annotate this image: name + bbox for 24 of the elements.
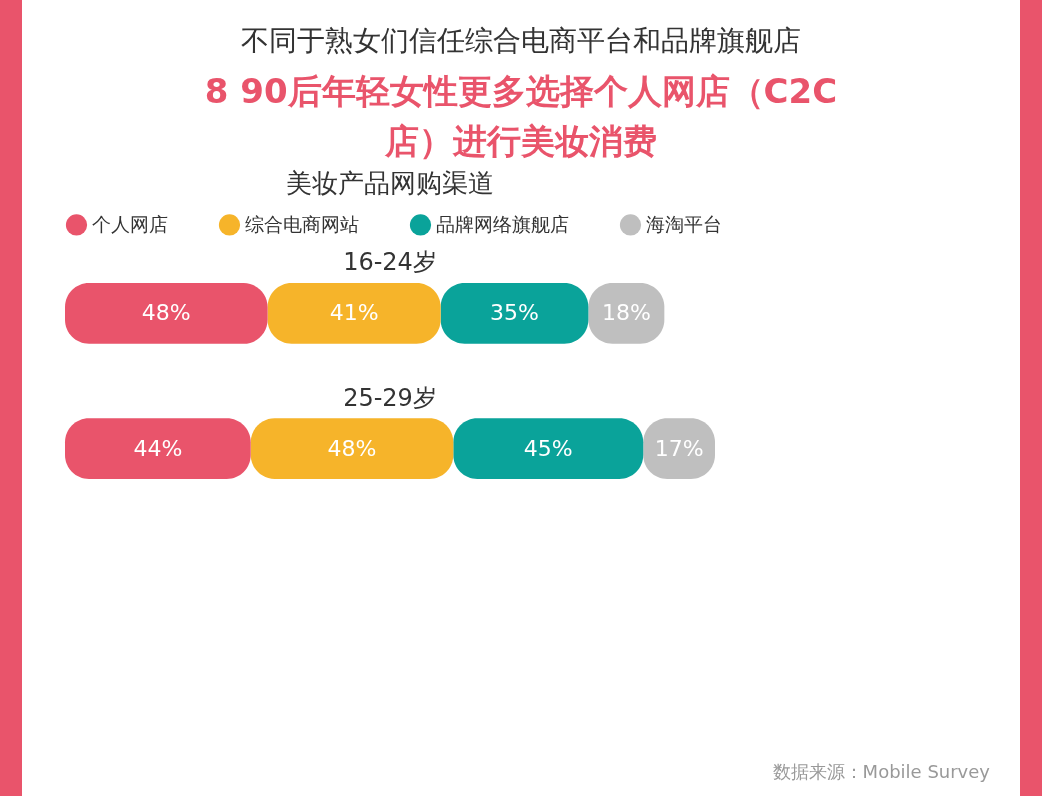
data-label: 44% — [133, 435, 183, 461]
data-label: 48% — [327, 435, 377, 461]
annotation: 美妆产品网购渠道 — [286, 168, 494, 198]
bar — [250, 418, 454, 479]
bar — [65, 283, 268, 344]
bar — [440, 283, 589, 344]
legend-label: 品牌网络旗舰店 — [436, 212, 569, 235]
data-label: 18% — [601, 300, 651, 326]
data-label: 17% — [654, 435, 704, 461]
y-tick-label: 25-29岁 — [343, 383, 437, 412]
data-label: 45% — [523, 435, 573, 461]
legend-label: 海淘平台 — [646, 212, 722, 235]
bar — [453, 418, 644, 479]
data-label: 35% — [490, 300, 539, 326]
data-label: 48% — [141, 300, 191, 326]
chart-subtitle: 8 90后年轻女性更多选择个人网店（C2C店）进行美妆消费 — [203, 70, 839, 163]
legend-label: 个人网店 — [92, 212, 168, 235]
legend-label: 综合电商网站 — [245, 212, 359, 235]
bar — [65, 418, 251, 479]
chart-title: 不同于熟女们信任综合电商平台和品牌旗舰店 — [240, 23, 802, 59]
source-note: 数据来源：Mobile Survey — [772, 760, 990, 784]
y-tick-label: 16-24岁 — [343, 248, 437, 277]
data-label: 41% — [329, 300, 379, 326]
bar — [267, 283, 441, 344]
